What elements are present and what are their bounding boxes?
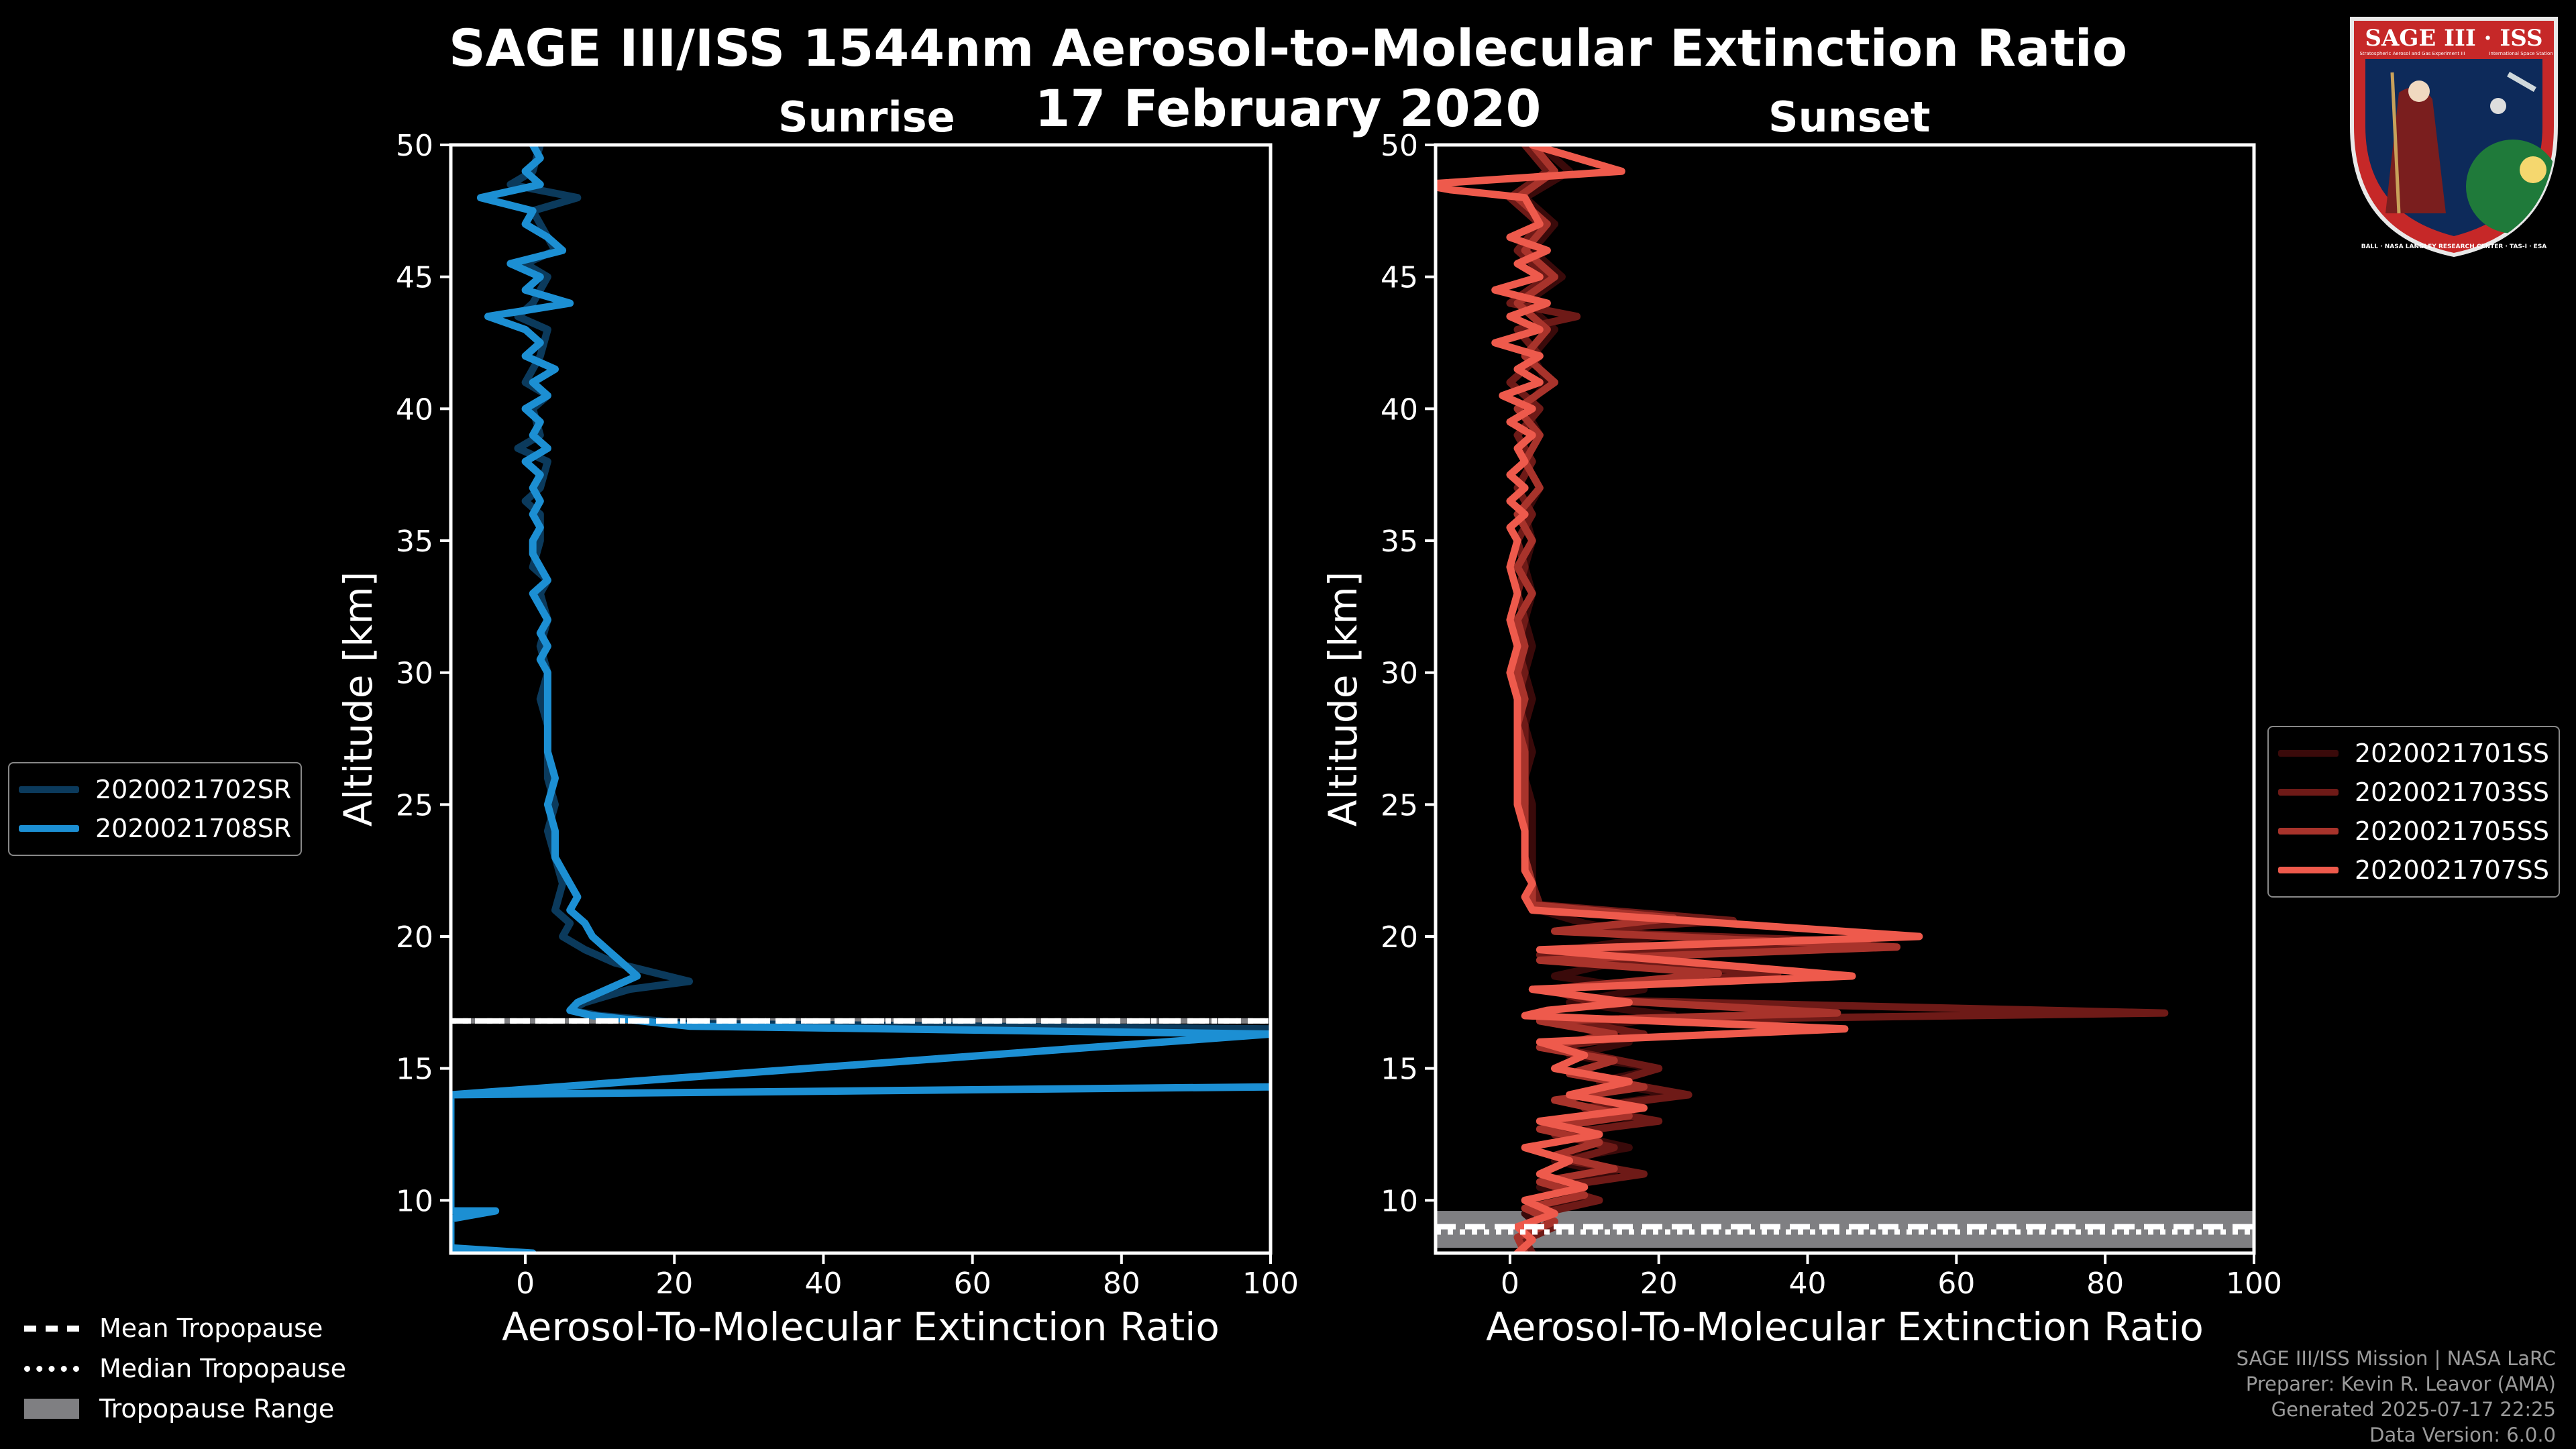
legend-label: 2020021703SS	[2355, 777, 2550, 807]
sunrise-x-tick-label: 40	[804, 1267, 842, 1301]
sunrise-series-2020021702SR	[506, 145, 1271, 1033]
sage-iii-iss-logo: SAGE III · ISS Stratospheric Aerosol and…	[2350, 17, 2558, 258]
credit-line: SAGE III/ISS Mission | NASA LaRC	[2236, 1347, 2556, 1370]
sunset-y-tick-label: 30	[1381, 657, 1418, 691]
sun-icon	[2520, 156, 2546, 183]
sunrise-legend: 2020021702SR 2020021708SR	[8, 762, 303, 856]
sunset-y-tick-label: 20	[1381, 920, 1418, 955]
sunset-y-tick-label: 45	[1381, 261, 1418, 295]
legend-entry: 2020021702SR	[19, 770, 291, 809]
legend-swatch	[2278, 828, 2339, 835]
sunset-y-tick-label: 35	[1381, 525, 1418, 559]
legend-swatch	[19, 825, 79, 832]
mean-line-swatch	[24, 1325, 79, 1332]
sunset-series-2020021705SS	[1513, 145, 1901, 1253]
sunset-y-tick-label: 25	[1381, 788, 1418, 822]
sunrise-y-tick-label: 25	[396, 788, 433, 822]
legend-entry: 2020021707SS	[2278, 851, 2549, 890]
legend-entry: 2020021703SS	[2278, 773, 2549, 812]
sunrise-x-tick-label: 20	[655, 1267, 693, 1301]
sunrise-tropopause-range	[451, 1018, 1271, 1024]
sunset-y-tick-label: 40	[1381, 392, 1418, 427]
sunrise-x-tick-label: 60	[954, 1267, 991, 1301]
sunrise-series-2020021708SR	[451, 145, 1271, 1253]
sunrise-x-tick-label: 100	[1242, 1267, 1299, 1301]
legend-label: 2020021702SR	[95, 775, 292, 804]
sunrise-y-tick-label: 50	[396, 129, 433, 163]
chart-title: SAGE III/ISS 1544nm Aerosol-to-Molecular…	[448, 18, 2128, 78]
sunset-legend: 2020021701SS 2020021703SS 2020021705SS 2…	[2267, 726, 2561, 898]
legend-label: 2020021705SS	[2355, 816, 2550, 846]
iss-icon	[2507, 72, 2536, 92]
staff-icon	[2390, 72, 2401, 214]
legend-swatch	[19, 786, 79, 793]
range-swatch	[24, 1399, 79, 1419]
sunrise-x-tick-label: 0	[516, 1267, 535, 1301]
legend-entry: Median Tropopause	[24, 1348, 346, 1389]
legend-label: Median Tropopause	[99, 1354, 346, 1383]
sunrise-y-tick-label: 40	[396, 392, 433, 427]
logo-right-caption: International Space Station	[2489, 51, 2553, 56]
legend-label: 2020021708SR	[95, 814, 292, 843]
sunrise-y-axis-label: Altitude [km]	[335, 572, 381, 826]
credits: SAGE III/ISS Mission | NASA LaRC Prepare…	[2237, 1346, 2556, 1448]
legend-label: 2020021707SS	[2355, 855, 2550, 885]
sunset-x-axis-label: Aerosol-To-Molecular Extinction Ratio	[1486, 1304, 2204, 1350]
sunrise-plot-frame	[449, 143, 1273, 1255]
logo-ring-text: BALL · NASA LANGLEY RESEARCH CENTER · TA…	[2361, 244, 2547, 250]
legend-entry: 2020021708SR	[19, 809, 291, 848]
credit-line: Preparer: Kevin R. Leavor (AMA)	[2245, 1373, 2556, 1395]
legend-label: 2020021701SS	[2355, 739, 2550, 768]
sunrise-panel-title: Sunrise	[778, 93, 955, 142]
sunset-series-2020021707SS	[1436, 145, 1923, 1253]
sunset-x-tick-label: 80	[2086, 1267, 2124, 1301]
sunset-y-tick-label: 15	[1381, 1053, 1418, 1087]
credit-line: Data Version: 6.0.0	[2369, 1424, 2556, 1446]
sunset-x-tick-label: 20	[1640, 1267, 1678, 1301]
sunrise-y-tick-label: 30	[396, 657, 433, 691]
sunrise-y-tick-label: 10	[396, 1184, 433, 1218]
sunrise-y-tick-label: 35	[396, 525, 433, 559]
sunrise-y-tick-label: 15	[396, 1053, 433, 1087]
legend-swatch	[2278, 867, 2339, 873]
tropopause-legend: Mean Tropopause Median Tropopause Tropop…	[24, 1308, 346, 1429]
sunset-plot-frame	[1434, 143, 2256, 1255]
sunset-panel-title: Sunset	[1768, 93, 1931, 142]
credit-line: Generated 2025-07-17 22:25	[2271, 1398, 2556, 1421]
sage-figure-icon	[2385, 87, 2446, 213]
legend-label: Tropopause Range	[99, 1394, 335, 1424]
sunset-y-tick-label: 10	[1381, 1184, 1418, 1218]
sunset-x-tick-label: 60	[1937, 1267, 1975, 1301]
sunset-x-tick-label: 40	[1789, 1267, 1827, 1301]
median-line-swatch	[24, 1365, 79, 1372]
logo-left-caption: Stratospheric Aerosol and Gas Experiment…	[2359, 51, 2465, 56]
sunset-x-tick-label: 0	[1501, 1267, 1519, 1301]
sunrise-y-tick-label: 45	[396, 261, 433, 295]
legend-label: Mean Tropopause	[99, 1313, 323, 1343]
moon-icon	[2490, 98, 2506, 114]
sunset-x-tick-label: 100	[2226, 1267, 2282, 1301]
legend-swatch	[2278, 789, 2339, 796]
legend-entry: Mean Tropopause	[24, 1308, 346, 1348]
sunrise-y-tick-label: 20	[396, 920, 433, 955]
logo-title: SAGE III · ISS	[2365, 25, 2542, 52]
legend-entry: 2020021701SS	[2278, 734, 2549, 773]
sunrise-x-tick-label: 80	[1103, 1267, 1140, 1301]
sage-head-icon	[2408, 80, 2430, 102]
sunset-y-axis-label: Altitude [km]	[1320, 572, 1366, 826]
legend-entry: 2020021705SS	[2278, 812, 2549, 851]
legend-swatch	[2278, 750, 2339, 757]
sunrise-x-axis-label: Aerosol-To-Molecular Extinction Ratio	[502, 1304, 1220, 1350]
legend-entry: Tropopause Range	[24, 1389, 346, 1429]
sunset-y-tick-label: 50	[1381, 129, 1418, 163]
chart-date: 17 February 2020	[1034, 78, 1542, 138]
